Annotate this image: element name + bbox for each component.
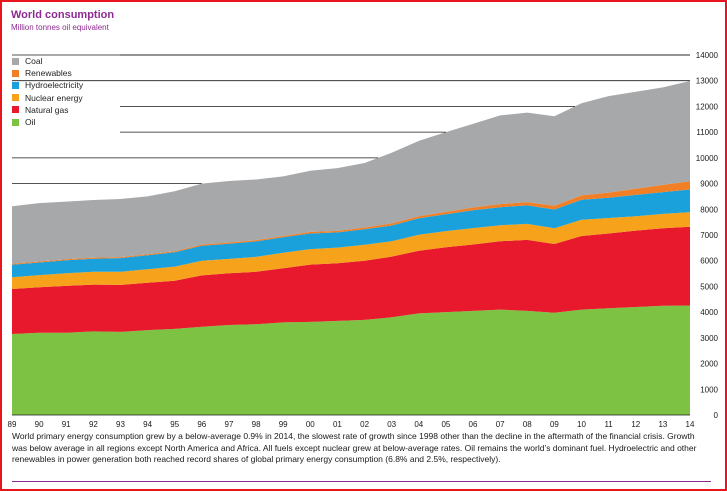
x-tick-label: 09: [550, 420, 559, 429]
chart-legend: Coal Renewables Hydroelectricity Nuclear en…: [12, 55, 83, 128]
y-tick-label: 7000: [700, 231, 718, 240]
legend-label-hydro: Hydroelectricity: [25, 80, 84, 91]
y-tick-label: 0: [714, 411, 719, 420]
legend-label-coal: Coal: [25, 56, 43, 67]
area-nuclear: [12, 212, 690, 289]
y-tick-label: 13000: [696, 77, 719, 86]
x-tick-label: 07: [496, 420, 505, 429]
legend-item-nuclear: Nuclear energy: [12, 92, 83, 104]
legend-item-gas: Natural gas: [12, 104, 83, 116]
x-tick-label: 97: [225, 420, 234, 429]
legend-label-nuclear: Nuclear energy: [25, 92, 83, 103]
x-tick-label: 11: [604, 420, 613, 429]
legend-item-coal: Coal: [12, 55, 83, 67]
y-tick-label: 10000: [696, 154, 719, 163]
x-tick-label: 95: [170, 420, 179, 429]
x-tick-label: 05: [441, 420, 450, 429]
chart-caption: World primary energy consumption grew by…: [12, 431, 697, 464]
y-tick-label: 5000: [700, 282, 718, 291]
area-coal: [12, 81, 690, 264]
chart-subtitle: Million tonnes oil equivalent: [11, 23, 109, 32]
y-tick-label: 1000: [700, 385, 718, 394]
x-tick-label: 08: [523, 420, 532, 429]
x-tick-label: 02: [360, 420, 369, 429]
x-tick-label: 06: [469, 420, 478, 429]
y-tick-label: 3000: [700, 334, 718, 343]
chart-title: World consumption: [11, 9, 115, 21]
x-tick-label: 01: [333, 420, 342, 429]
legend-item-renewables: Renewables: [12, 67, 83, 79]
legend-swatch-oil: [12, 118, 19, 126]
x-tick-label: 92: [89, 420, 98, 429]
legend-label-oil: Oil: [25, 117, 36, 128]
bottom-rule: [12, 481, 711, 482]
x-tick-label: 90: [35, 420, 44, 429]
y-tick-label: 12000: [696, 102, 719, 111]
x-tick-label: 89: [8, 420, 17, 429]
legend-swatch-renewables: [12, 69, 19, 77]
area-oil: [12, 305, 690, 415]
x-tick-label: 14: [686, 420, 695, 429]
x-tick-label: 00: [306, 420, 315, 429]
legend-item-oil: Oil: [12, 116, 83, 128]
x-tick-label: 94: [143, 420, 152, 429]
y-tick-label: 14000: [696, 51, 719, 60]
y-tick-label: 9000: [700, 180, 718, 189]
x-tick-label: 12: [631, 420, 640, 429]
area-gas: [12, 226, 690, 334]
legend-swatch-nuclear: [12, 94, 19, 102]
y-tick-label: 11000: [696, 128, 718, 137]
legend-swatch-hydro: [12, 81, 19, 89]
x-tick-label: 04: [414, 420, 423, 429]
legend-label-renewables: Renewables: [25, 68, 72, 79]
legend-item-hydro: Hydroelectricity: [12, 79, 83, 91]
x-tick-label: 93: [116, 420, 125, 429]
y-tick-label: 2000: [700, 360, 718, 369]
x-tick-label: 03: [387, 420, 396, 429]
x-tick-label: 13: [658, 420, 667, 429]
area-hydro: [12, 189, 690, 278]
legend-swatch-coal: [12, 57, 19, 65]
legend-swatch-gas: [12, 106, 19, 114]
x-tick-label: 10: [577, 420, 586, 429]
y-tick-label: 6000: [700, 257, 718, 266]
legend-label-gas: Natural gas: [25, 104, 69, 115]
y-tick-label: 8000: [700, 205, 718, 214]
x-tick-label: 98: [252, 420, 261, 429]
x-tick-label: 99: [279, 420, 288, 429]
x-tick-label: 96: [197, 420, 206, 429]
x-tick-label: 91: [62, 420, 71, 429]
y-tick-label: 4000: [700, 308, 718, 317]
